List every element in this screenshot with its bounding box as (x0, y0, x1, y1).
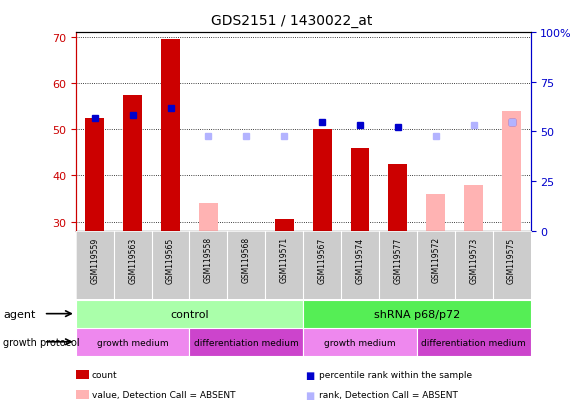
Bar (123, 95, 142, 231)
Text: agent: agent (3, 309, 36, 319)
Text: percentile rank within the sample: percentile rank within the sample (319, 370, 472, 380)
Text: GSM119565: GSM119565 (166, 237, 175, 283)
Text: growth medium: growth medium (97, 338, 168, 347)
Text: value, Detection Call = ABSENT: value, Detection Call = ABSENT (92, 390, 235, 399)
Bar (85, 119, 104, 231)
Text: ■: ■ (305, 370, 314, 380)
Text: GSM119558: GSM119558 (204, 237, 213, 283)
Text: GSM119574: GSM119574 (356, 237, 364, 283)
FancyBboxPatch shape (76, 328, 189, 356)
Text: differentiation medium: differentiation medium (194, 338, 298, 347)
Text: ■: ■ (305, 390, 314, 400)
Text: rank, Detection Call = ABSENT: rank, Detection Call = ABSENT (319, 390, 458, 399)
Text: GSM119568: GSM119568 (242, 237, 251, 283)
Text: GSM119575: GSM119575 (507, 237, 516, 283)
Bar (199, 204, 218, 231)
Text: GSM119571: GSM119571 (280, 237, 289, 283)
Text: GSM119559: GSM119559 (90, 237, 99, 283)
Text: differentiation medium: differentiation medium (422, 338, 526, 347)
Text: GSM119577: GSM119577 (394, 237, 402, 283)
Text: GSM119567: GSM119567 (318, 237, 326, 283)
Bar (464, 185, 483, 231)
Text: shRNA p68/p72: shRNA p68/p72 (374, 309, 460, 319)
FancyBboxPatch shape (417, 328, 531, 356)
Bar (161, 40, 180, 231)
Text: growth medium: growth medium (324, 338, 396, 347)
FancyBboxPatch shape (189, 328, 303, 356)
FancyBboxPatch shape (303, 328, 417, 356)
Bar (426, 195, 445, 231)
Bar (275, 220, 294, 231)
Text: growth protocol: growth protocol (3, 337, 79, 347)
Bar (502, 112, 521, 231)
FancyBboxPatch shape (303, 300, 531, 328)
Bar (388, 164, 408, 231)
Bar (350, 148, 370, 231)
Text: count: count (92, 370, 117, 380)
FancyBboxPatch shape (76, 300, 303, 328)
Text: GDS2151 / 1430022_at: GDS2151 / 1430022_at (211, 14, 372, 28)
Text: GSM119573: GSM119573 (469, 237, 478, 283)
Text: control: control (170, 309, 209, 319)
Bar (312, 130, 332, 231)
Text: GSM119563: GSM119563 (128, 237, 137, 283)
Text: GSM119572: GSM119572 (431, 237, 440, 283)
